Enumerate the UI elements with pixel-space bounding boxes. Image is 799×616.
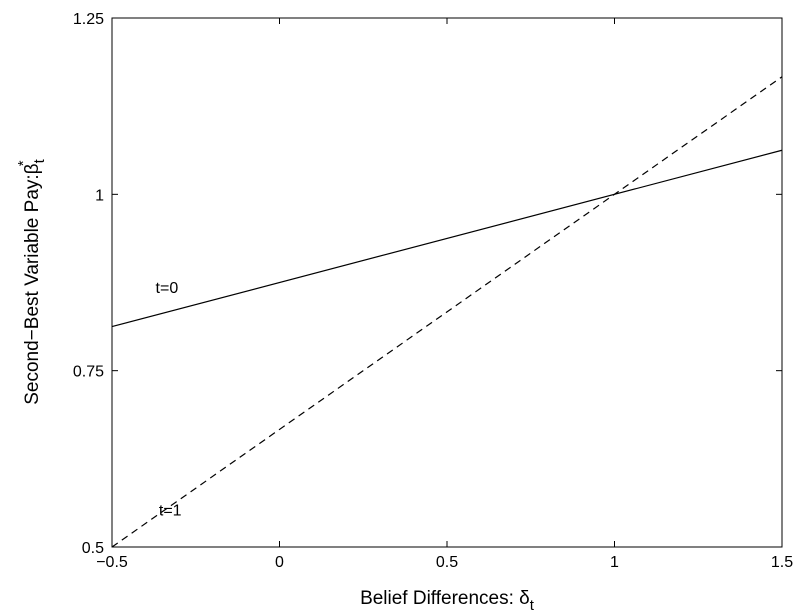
annotations: t=0 t=1 [156,280,182,519]
y-tick-label: 0.5 [82,540,104,557]
y-tick-label: 1 [95,187,104,204]
x-axis-label-subscript: t [530,597,535,614]
plot-area [111,17,783,548]
axis-ticks: −0.5 0 0.5 1 1.5 0.5 0.75 1 1.25 [73,11,793,571]
y-tick-label: 1.25 [73,11,104,28]
y-axis-label-superscript: * [15,160,32,166]
x-tick-label: 0.5 [436,554,458,571]
x-tick-label: −0.5 [96,554,128,571]
series-line-t=0 [111,149,783,328]
x-tick-label: 0 [275,554,284,571]
annotation-label: t=1 [159,502,182,519]
series-lines [111,76,783,548]
x-axis-label: Belief Differences: δt [360,588,535,614]
y-axis-label: Second−Best Variable Pay:βt* [15,158,48,404]
x-tick-label: 1 [610,554,619,571]
y-tick-label: 0.75 [73,364,104,381]
annotation-label: t=0 [156,280,179,297]
y-axis-label-subscript: t [31,158,48,163]
series-line-t=1 [111,76,783,548]
x-tick-label: 1.5 [771,554,793,571]
